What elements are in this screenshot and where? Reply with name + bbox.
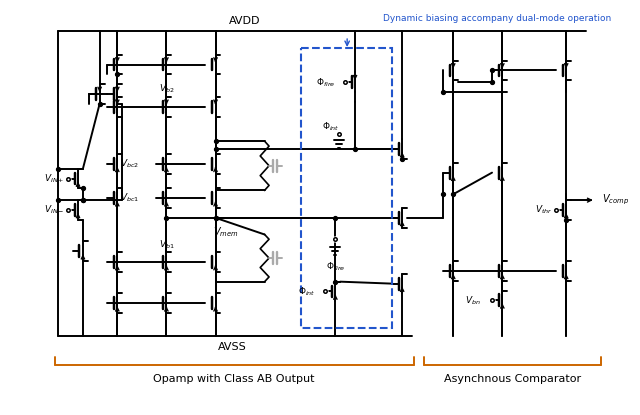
Text: $\Phi_{fire}$: $\Phi_{fire}$ [326,261,345,273]
Text: AVDD: AVDD [229,16,260,27]
Text: Asynchnous Comparator: Asynchnous Comparator [444,374,580,384]
Text: Opamp with Class AB Output: Opamp with Class AB Output [154,374,315,384]
Text: $V_{bn}$: $V_{bn}$ [465,294,481,307]
Text: AVSS: AVSS [218,342,246,352]
Text: $V_{b2}$: $V_{b2}$ [159,83,174,95]
Text: $V_{thr}$: $V_{thr}$ [535,204,553,216]
Text: $\Phi_{int}$: $\Phi_{int}$ [298,285,316,298]
Text: $\Phi_{fire}$: $\Phi_{fire}$ [316,76,335,88]
Text: $V_{mem}$: $V_{mem}$ [212,226,238,239]
Text: $V_{IN-}$: $V_{IN-}$ [44,204,64,216]
Text: Dynamic biasing accompany dual-mode operation: Dynamic biasing accompany dual-mode oper… [383,14,612,23]
Text: $V_{b1}$: $V_{b1}$ [159,238,174,251]
Bar [301,48,392,328]
Text: $V_{comp}$: $V_{comp}$ [602,193,628,208]
Text: $V_{bc1}$: $V_{bc1}$ [120,192,139,205]
Text: $V_{bc2}$: $V_{bc2}$ [120,158,139,170]
Text: $V_{IN+}$: $V_{IN+}$ [44,172,64,185]
Text: $\Phi_{int}$: $\Phi_{int}$ [322,120,339,133]
